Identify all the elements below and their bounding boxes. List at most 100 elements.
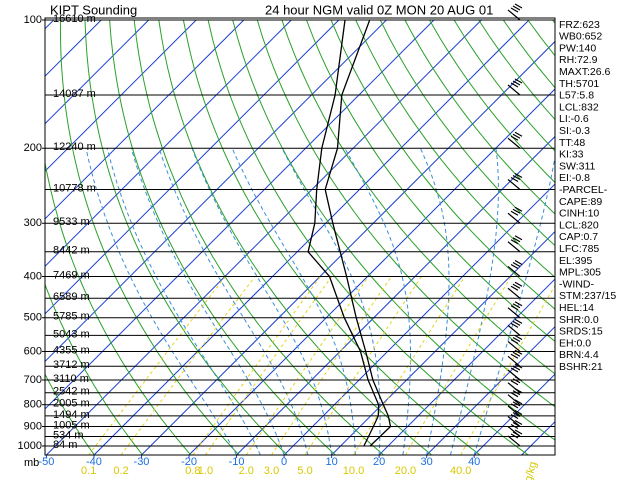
mixing-ratio-label: 40.0: [450, 465, 471, 477]
mixing-ratio-label: 0.8: [185, 465, 200, 477]
y-tick-label: 400: [24, 270, 42, 282]
moist-adiabat: [473, 154, 555, 455]
isotherm: [331, 230, 555, 455]
y-tick-label: 300: [24, 217, 42, 229]
x-tick-label: -10: [229, 456, 245, 468]
index-text: LI:-0.6: [559, 113, 589, 125]
moist-adiabat: [281, 147, 381, 455]
moist-adiabat: [231, 148, 356, 455]
dry-adiabat: [602, 20, 640, 455]
index-text: SW:311: [559, 160, 596, 172]
index-text: MPL:305: [559, 267, 601, 279]
isotherm: [45, 19, 292, 268]
wind-barb-shape: [507, 376, 523, 394]
dry-adiabat: [429, 19, 555, 184]
mixing-ratio-label: 1.0: [198, 465, 213, 477]
dry-adiabat: [84, 19, 288, 455]
y-tick-label: 600: [24, 345, 42, 357]
dry-adiabat: [306, 19, 555, 342]
wind-barb-shape: [507, 281, 523, 299]
mixing-ratio-line: [88, 276, 226, 455]
wind-barb: [507, 206, 523, 224]
moist-adiabat: [130, 148, 285, 455]
index-text: BSHR:21: [559, 361, 603, 373]
index-text: EH:0.0: [559, 337, 591, 349]
height-label: 12240 m: [53, 141, 96, 153]
dry-adiabat: [232, 19, 555, 441]
wind-barb: [507, 301, 523, 319]
index-text: TH:5701: [559, 78, 599, 90]
index-text: CINH:10: [559, 208, 599, 220]
wind-barb-shape: [507, 3, 523, 21]
wind-barb: [507, 363, 523, 381]
mixing-ratio-label: 3.0: [264, 465, 279, 477]
x-tick-label: 0: [281, 456, 287, 468]
dry-adiabat: [59, 19, 240, 455]
index-text: LCL:820: [559, 219, 599, 231]
isotherm: [0, 20, 6, 455]
y-tick-label: 100: [24, 14, 42, 26]
dry-adiabat: [158, 19, 433, 455]
wind-barb-shape: [507, 334, 523, 352]
index-text: LCL:832: [559, 101, 599, 113]
mixing-ratio-label: 2.0: [239, 465, 254, 477]
wind-barb-shape: [507, 131, 523, 149]
mixing-ratio-label: 0.1: [81, 465, 96, 477]
wind-barb: [507, 376, 523, 394]
index-text: BRN:4.4: [559, 349, 599, 361]
moist-adiabat: [106, 148, 261, 455]
isotherm: [45, 19, 340, 315]
height-label: 5043 m: [53, 328, 90, 340]
height-label: 4355 m: [53, 344, 90, 356]
y-tick-label: 700: [24, 374, 42, 386]
mixing-ratio-line: [245, 276, 370, 455]
wind-barb-shape: [507, 78, 523, 96]
mixing-ratio-line: [405, 276, 512, 455]
mixing-ratio-label: 0.2: [113, 465, 128, 477]
x-tick-label: -30: [134, 456, 150, 468]
y-tick-label: 900: [24, 420, 42, 432]
moist-adiabat: [191, 148, 333, 455]
isotherm: [236, 135, 555, 455]
height-label: 3712 m: [53, 359, 90, 371]
mixing-ratio-label: 10.0: [343, 465, 364, 477]
index-text: WB0:652: [559, 31, 602, 43]
isotherm: [45, 19, 435, 410]
index-text: -PARCEL-: [559, 184, 608, 196]
mixing-ratio-line: [271, 276, 392, 455]
index-text: CAPE:89: [559, 196, 602, 208]
y-tick-label: 800: [24, 399, 42, 411]
height-label: 16610 m: [53, 13, 96, 25]
moist-adiabat: [85, 148, 237, 455]
wind-barb-shape: [507, 172, 523, 190]
x-tick-label: 30: [421, 456, 433, 468]
mixing-ratio-line: [120, 276, 256, 455]
y-tick-label: 500: [24, 312, 42, 324]
index-text: SI:-0.3: [559, 125, 590, 137]
wind-barb: [507, 388, 523, 406]
x-tick-label: -40: [86, 456, 102, 468]
y-unit: mb: [24, 457, 39, 469]
index-text: L57:5.8: [559, 90, 594, 102]
height-label: 5785 m: [53, 311, 90, 323]
sounding-trace: [307, 19, 380, 447]
height-label: 84 m: [53, 439, 77, 451]
x-tick-label: 10: [325, 456, 337, 468]
index-text: CAP:0.7: [559, 231, 598, 243]
wind-barb: [507, 172, 523, 190]
x-tick-label: 20: [373, 456, 385, 468]
height-label: 2542 m: [53, 386, 90, 398]
dry-adiabat: [453, 19, 555, 152]
index-text: TT:48: [559, 137, 585, 149]
moist-adiabat: [158, 148, 309, 455]
wind-barb: [507, 429, 523, 447]
wind-barb: [507, 131, 523, 149]
isotherm: [188, 88, 555, 455]
wind-barb: [507, 419, 523, 437]
height-label: 8442 m: [53, 245, 90, 257]
wind-barb: [507, 281, 523, 299]
isotherm: [378, 278, 555, 455]
height-label: 7469 m: [53, 269, 90, 281]
height-label: 10778 m: [53, 182, 96, 194]
